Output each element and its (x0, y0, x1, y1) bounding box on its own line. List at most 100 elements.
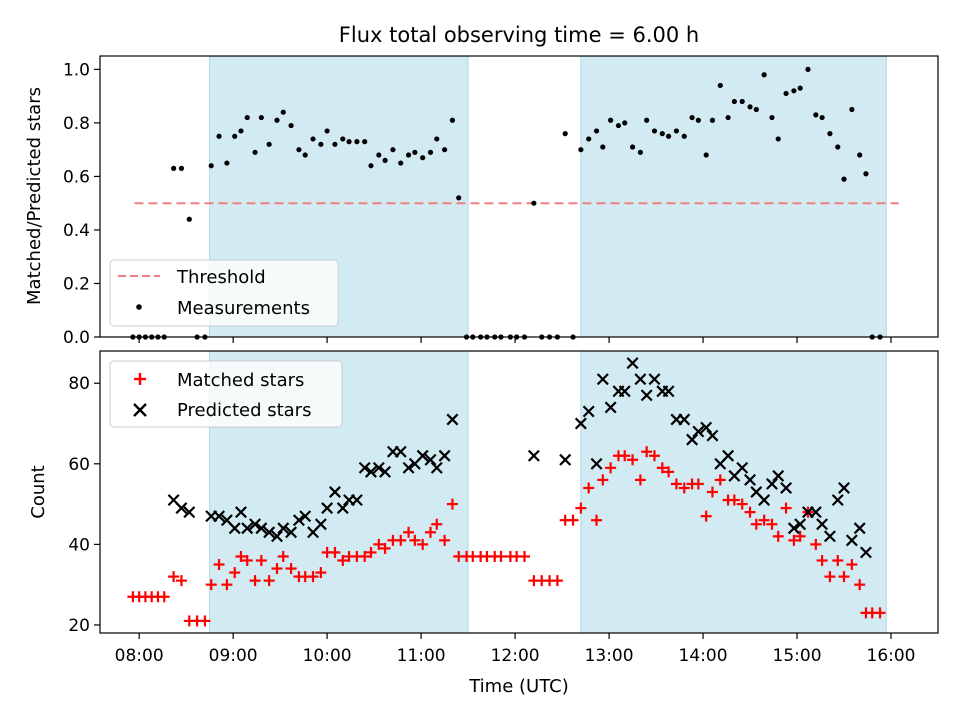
matched-point (714, 474, 726, 486)
measurement-point (398, 160, 404, 166)
matched-point (229, 567, 241, 579)
predicted-point (648, 373, 661, 386)
predicted-point (816, 518, 829, 531)
matched-point (750, 518, 762, 530)
predicted-point (234, 506, 247, 519)
measurement-point (252, 149, 258, 155)
measurement-point (376, 152, 382, 158)
matched-point (271, 563, 283, 575)
matched-point (417, 538, 429, 550)
predicted-point (314, 518, 327, 531)
matched-point (431, 518, 443, 530)
measurement-point (449, 117, 456, 123)
matched-point (373, 538, 385, 550)
bottom-panel: 20 40 60 80 08:00 09:00 10:00 11:00 12:00 13:00 1… (28, 350, 939, 697)
measurement-point (340, 136, 346, 142)
predicted-point (228, 522, 241, 535)
predicted-point (183, 506, 196, 519)
measurement-point (725, 114, 731, 121)
measurement-point (681, 133, 687, 139)
predicted-point (402, 461, 415, 474)
predicted-point (271, 530, 283, 543)
x-axis-label: Time (UTC) (468, 676, 569, 697)
predicted-point (596, 373, 609, 386)
measurement-point (238, 128, 244, 134)
matched-point (634, 474, 646, 486)
matched-point (627, 454, 639, 466)
x-tick-label: 11:00 (397, 646, 446, 666)
matched-point (794, 530, 806, 542)
observing-band-2 (580, 350, 887, 634)
predicted-point (809, 506, 822, 519)
predicted-point (780, 481, 793, 494)
predicted-point (321, 502, 334, 515)
matched-point (365, 546, 377, 558)
measurement-point (456, 195, 462, 201)
predicted-point (853, 522, 866, 535)
matched-point (780, 502, 792, 514)
measurement-point (420, 155, 426, 161)
measurement-point (835, 144, 841, 150)
matched-point (403, 526, 415, 538)
predicted-point (292, 514, 305, 527)
measurement-point (703, 152, 709, 158)
measurement-point (332, 141, 338, 147)
predicted-point (249, 518, 262, 531)
matched-point (788, 534, 800, 546)
measurement-point (827, 131, 833, 137)
predicted-point (765, 477, 778, 490)
matched-point (551, 575, 563, 587)
predicted-point (859, 546, 872, 559)
measurement-point (797, 85, 803, 91)
matched-point (619, 450, 631, 462)
predicted-point (823, 530, 836, 543)
matched-point (285, 563, 297, 575)
measurement-point (390, 147, 396, 153)
predicted-point (618, 385, 631, 398)
measurement-point (434, 136, 440, 142)
matched-point (425, 526, 437, 538)
measurement-point (362, 139, 368, 145)
predicted-point (787, 522, 800, 535)
measurements-series (130, 66, 883, 340)
measurement-point (324, 128, 330, 134)
predicted-point (604, 401, 617, 414)
predicted-point (416, 449, 429, 462)
measurement-point (761, 72, 767, 78)
matched-point (329, 546, 341, 558)
y-tick-label: 0.8 (63, 114, 90, 134)
measurement-point (753, 106, 759, 113)
measurement-point (644, 117, 650, 123)
predicted-point (574, 417, 587, 430)
bottom-y-axis: 20 40 60 80 (68, 374, 100, 636)
predicted-point (758, 494, 771, 507)
x-tick-label: 15:00 (773, 646, 822, 666)
predicted-stars-series (167, 357, 872, 559)
y-tick-label: 0.4 (63, 221, 90, 241)
legend-measurements-swatch (136, 304, 142, 310)
matched-point (648, 450, 660, 462)
predicted-point (277, 522, 290, 535)
measurement-point (783, 90, 789, 97)
y-tick-label: 1.0 (63, 60, 90, 80)
predicted-point (722, 449, 735, 462)
predicted-point (582, 405, 595, 418)
predicted-point (845, 534, 858, 547)
matched-point (518, 550, 530, 562)
y-tick-label: 60 (68, 455, 90, 475)
predicted-point (299, 510, 312, 523)
measurement-point (791, 88, 797, 94)
matched-point (597, 474, 609, 486)
predicted-point (263, 526, 276, 539)
measurement-point (593, 128, 600, 134)
measurement-point (813, 112, 819, 118)
predicted-point (394, 445, 407, 458)
matched-point (766, 518, 778, 530)
predicted-point (706, 429, 719, 442)
matched-point (158, 591, 170, 603)
measurement-point (739, 98, 745, 105)
predicted-point (692, 425, 705, 438)
chart-title: Flux total observing time = 6.00 h (339, 23, 699, 47)
measurement-point (186, 216, 192, 222)
measurement-point (405, 152, 412, 158)
